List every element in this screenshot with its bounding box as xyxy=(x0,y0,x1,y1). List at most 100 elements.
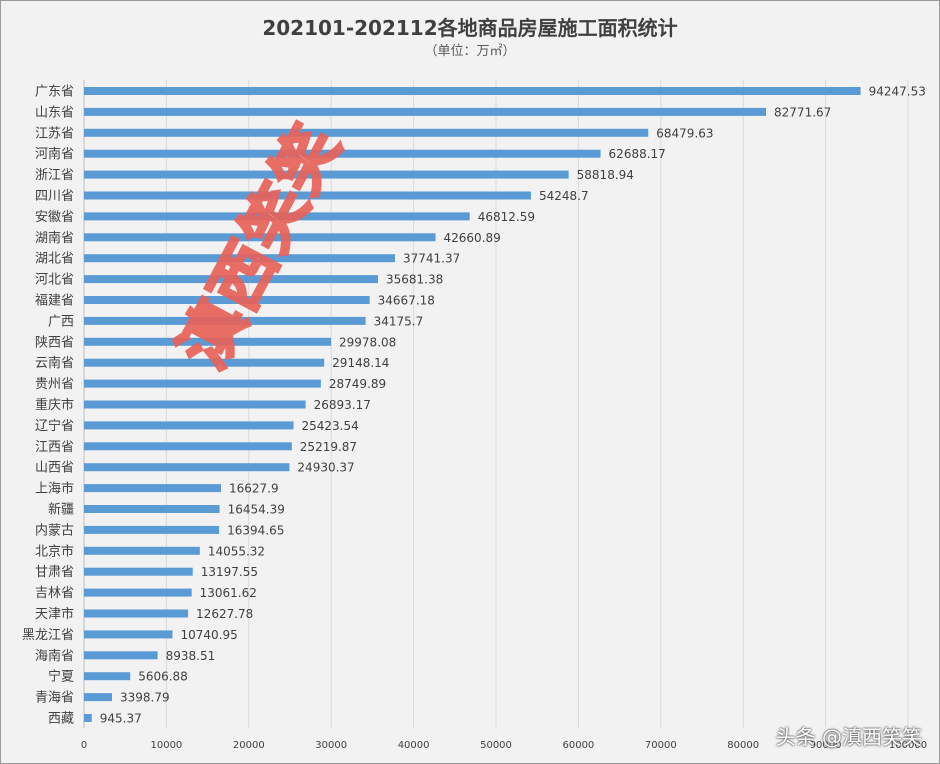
bar xyxy=(84,233,436,242)
value-label: 25423.54 xyxy=(301,419,358,433)
value-label: 5606.88 xyxy=(138,670,188,684)
bar xyxy=(84,630,173,639)
x-tick-label: 20000 xyxy=(233,740,265,751)
bar xyxy=(84,337,332,346)
category-label: 甘肃省 xyxy=(35,565,74,580)
value-label: 16454.39 xyxy=(228,503,285,517)
value-label: 42660.89 xyxy=(444,231,501,245)
bars xyxy=(84,87,861,722)
category-label: 浙江省 xyxy=(35,168,74,183)
grid-lines xyxy=(83,80,909,728)
chart-title: 202101-202112各地商品房屋施工面积统计 xyxy=(262,16,678,40)
value-label: 24930.37 xyxy=(297,461,354,475)
value-label: 46812.59 xyxy=(478,210,535,224)
category-label: 贵州省 xyxy=(35,377,74,392)
bar xyxy=(84,128,649,137)
category-label: 湖北省 xyxy=(35,252,74,267)
bar xyxy=(84,651,158,660)
bar xyxy=(84,463,290,472)
bar xyxy=(84,588,192,597)
footer-watermark: 头条 @滇西笑笑 xyxy=(775,725,922,749)
category-label: 重庆市 xyxy=(35,397,74,413)
x-tick-label: 10000 xyxy=(150,740,182,751)
bar xyxy=(84,525,220,534)
bar xyxy=(84,672,131,681)
bar xyxy=(84,107,767,116)
category-label: 山西省 xyxy=(35,461,74,476)
bar xyxy=(84,191,532,200)
bar xyxy=(84,442,292,451)
category-label: 吉林省 xyxy=(35,586,74,601)
chart-subtitle: （单位：万㎡） xyxy=(424,44,516,59)
bar xyxy=(84,149,601,158)
value-label: 10740.95 xyxy=(181,628,238,642)
value-label: 37741.37 xyxy=(403,252,460,266)
value-label: 14055.32 xyxy=(208,544,265,558)
category-label: 四川省 xyxy=(35,189,74,204)
value-label: 945.37 xyxy=(100,712,142,726)
category-label: 青海省 xyxy=(35,691,74,706)
category-label: 宁夏 xyxy=(48,669,74,685)
bar xyxy=(84,212,470,221)
bar xyxy=(84,421,294,430)
category-label: 陕西省 xyxy=(35,335,74,350)
value-label: 54248.7 xyxy=(539,189,589,203)
value-label: 34667.18 xyxy=(378,294,435,308)
value-label: 12627.78 xyxy=(196,607,253,621)
x-tick-label: 90000 xyxy=(810,740,842,751)
x-tick-label: 100000 xyxy=(889,740,927,751)
category-label: 西藏 xyxy=(48,712,74,727)
category-label: 云南省 xyxy=(35,355,74,371)
category-label: 上海市 xyxy=(35,481,74,497)
value-label: 35681.38 xyxy=(386,273,443,287)
value-label: 94247.53 xyxy=(869,85,926,99)
value-label: 29148.14 xyxy=(332,356,389,370)
category-label: 北京市 xyxy=(35,543,74,559)
bar xyxy=(84,358,325,367)
value-label: 29978.08 xyxy=(339,335,396,349)
bar xyxy=(84,316,366,325)
category-label: 海南省 xyxy=(35,648,74,664)
bar xyxy=(84,87,861,95)
value-label: 26893.17 xyxy=(314,398,371,412)
category-label: 江西省 xyxy=(35,440,74,455)
category-label: 河北省 xyxy=(35,273,74,288)
category-label: 江苏省 xyxy=(35,125,74,141)
category-label: 天津市 xyxy=(35,606,74,622)
x-tick-label: 50000 xyxy=(480,740,512,751)
x-tick-label: 40000 xyxy=(398,740,430,751)
category-label: 黑龙江省 xyxy=(22,628,74,643)
value-label: 13061.62 xyxy=(200,586,257,600)
x-tick-label: 30000 xyxy=(315,740,347,751)
x-tick-label: 0 xyxy=(81,740,87,751)
x-tick-label: 80000 xyxy=(727,740,759,751)
value-label: 58818.94 xyxy=(577,168,634,182)
value-label: 3398.79 xyxy=(120,691,170,705)
x-tick-label: 60000 xyxy=(562,740,594,751)
category-label: 山东省 xyxy=(35,105,74,120)
category-label: 安徽省 xyxy=(35,210,74,225)
bar xyxy=(84,254,395,263)
bar xyxy=(84,693,113,702)
value-label: 28749.89 xyxy=(329,377,386,391)
bar xyxy=(84,170,569,179)
bar xyxy=(84,275,379,284)
category-label: 内蒙古 xyxy=(35,522,74,538)
bar xyxy=(84,609,189,618)
bar xyxy=(84,505,220,513)
bar xyxy=(84,567,193,576)
category-label: 河南省 xyxy=(35,146,74,162)
category-label: 新疆 xyxy=(48,502,74,518)
category-label: 广西 xyxy=(48,314,74,329)
bar xyxy=(84,546,200,555)
category-label: 湖南省 xyxy=(35,230,74,246)
x-tick-label: 70000 xyxy=(645,740,677,751)
bar xyxy=(84,714,92,722)
category-label: 辽宁省 xyxy=(35,418,74,434)
category-label: 福建省 xyxy=(35,294,74,309)
bar xyxy=(84,296,370,304)
value-label: 8938.51 xyxy=(166,649,216,663)
value-label: 16627.9 xyxy=(229,482,279,496)
value-label: 34175.7 xyxy=(374,314,424,328)
